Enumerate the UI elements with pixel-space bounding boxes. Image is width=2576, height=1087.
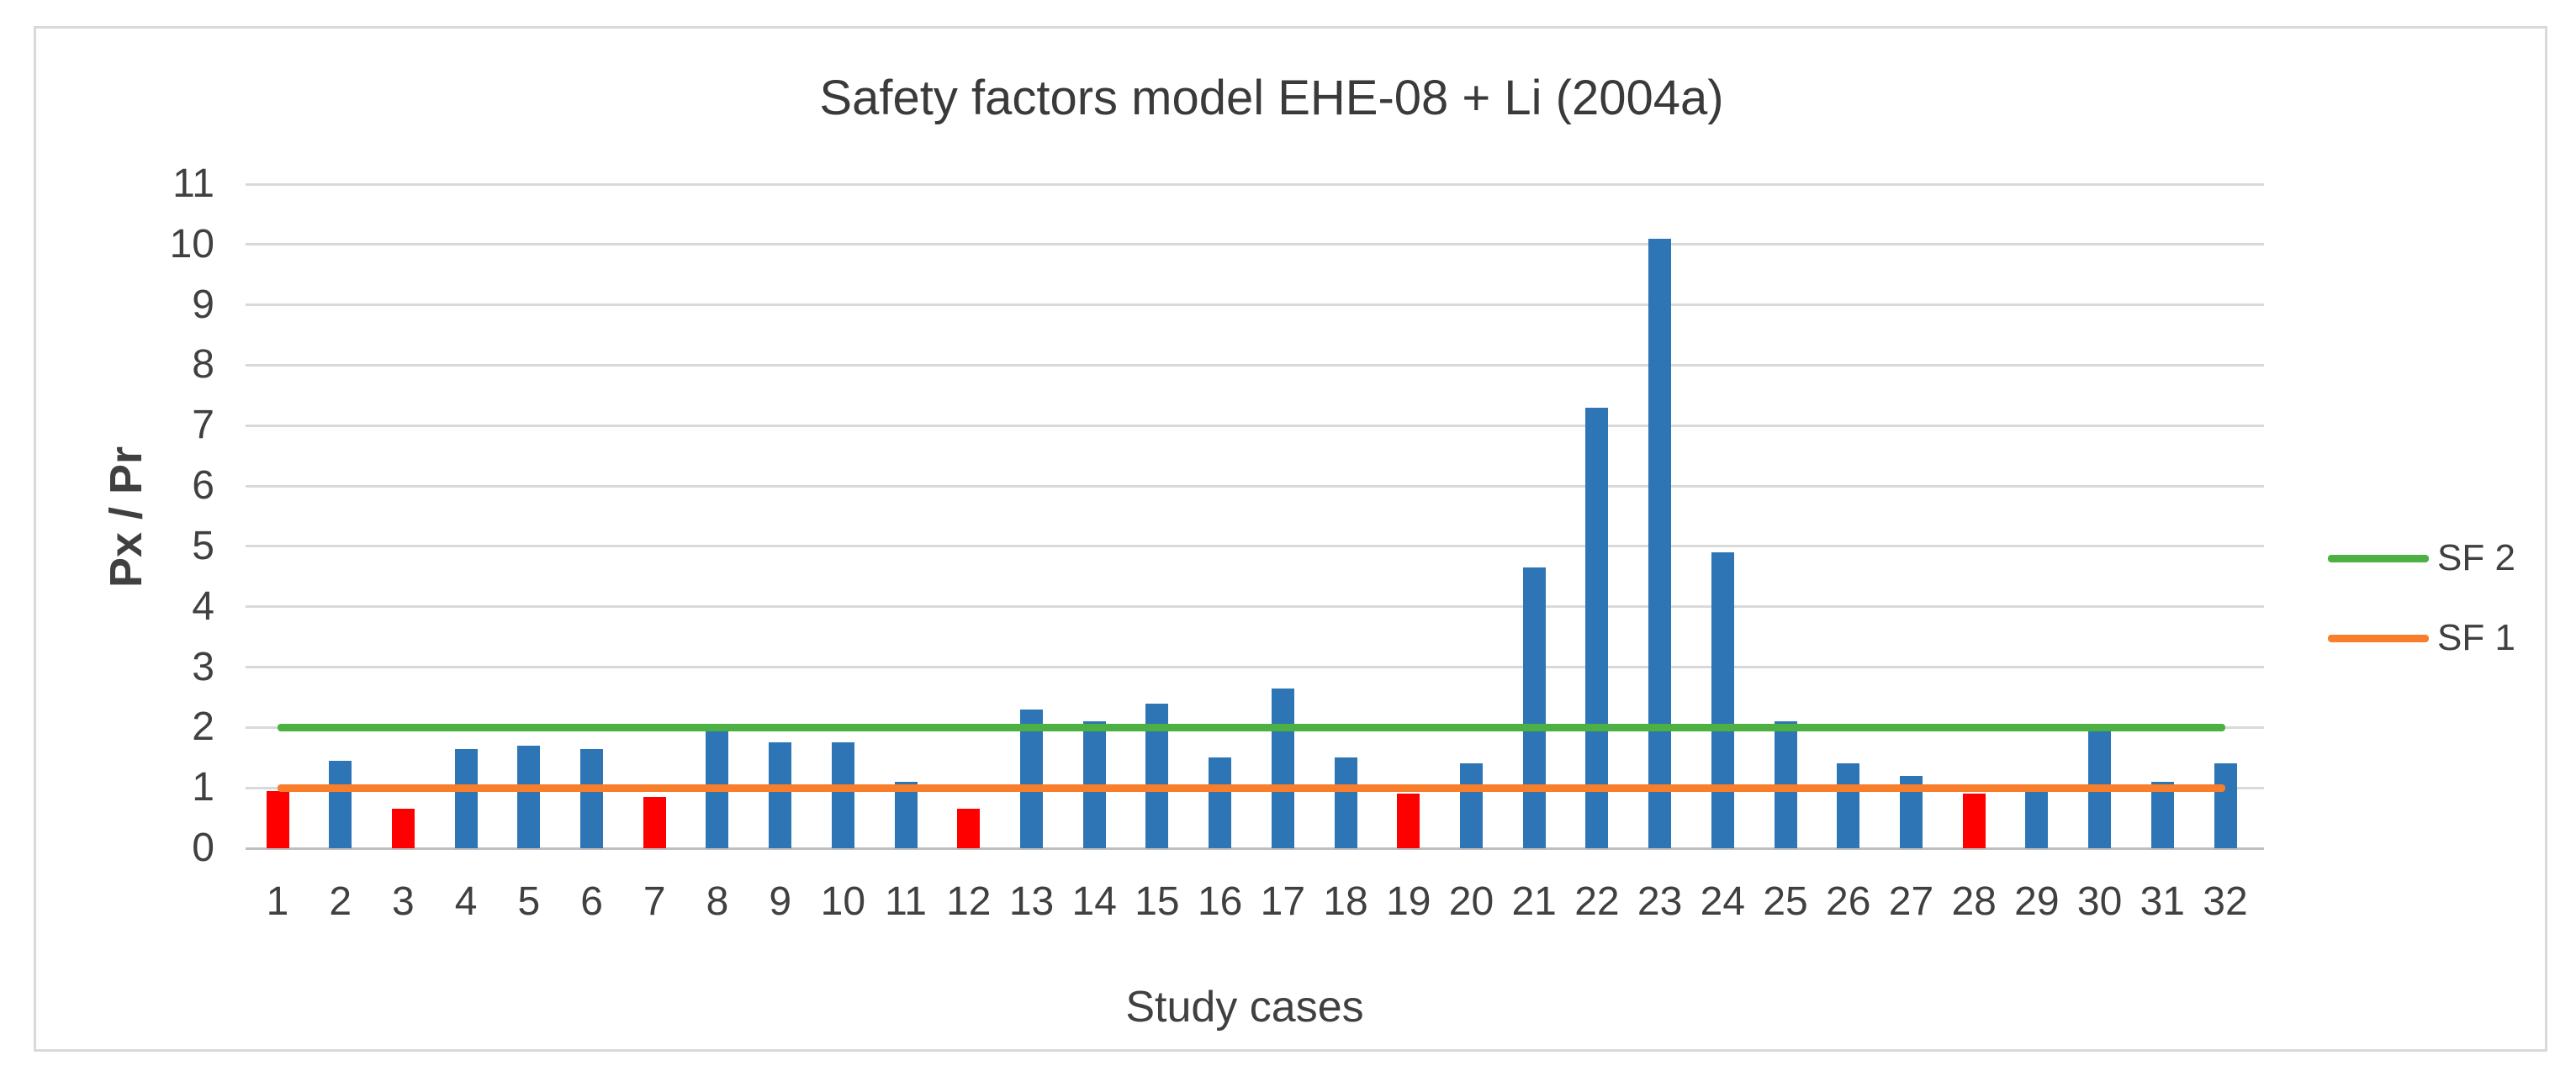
bar-case-28	[1962, 794, 1986, 848]
legend-label-sf1: SF 1	[2437, 617, 2515, 658]
bar-case-23	[1648, 238, 1672, 848]
x-tick-label: 18	[1323, 879, 1368, 924]
bar-case-6	[580, 748, 604, 848]
bar-case-18	[1334, 757, 1357, 848]
x-tick-label: 5	[517, 879, 541, 924]
bar-case-3	[391, 809, 415, 848]
y-tick-label: 10	[169, 221, 214, 266]
gridline-3	[246, 666, 2264, 669]
bar-case-4	[454, 748, 478, 848]
gridline-5	[246, 545, 2264, 548]
gridline-7	[246, 424, 2264, 427]
gridline-4	[246, 605, 2264, 609]
legend-label-sf2: SF 2	[2437, 537, 2515, 578]
bar-case-31	[2150, 782, 2174, 848]
bar-case-7	[643, 796, 666, 848]
x-tick-label: 8	[706, 879, 729, 924]
x-tick-label: 7	[643, 879, 666, 924]
gridline-11	[246, 182, 2264, 186]
y-tick-label: 0	[192, 826, 214, 870]
sf2-line	[278, 723, 2225, 731]
gridline-0	[246, 847, 2264, 850]
x-tick-label: 4	[454, 879, 478, 924]
bar-case-2	[329, 760, 352, 848]
bar-case-24	[1711, 552, 1734, 848]
y-tick-label: 7	[192, 403, 214, 448]
x-tick-label: 6	[580, 879, 603, 924]
x-tick-label: 15	[1135, 879, 1180, 924]
y-tick-label: 9	[192, 282, 214, 327]
bar-case-10	[831, 742, 854, 848]
x-tick-label: 26	[1826, 879, 1871, 924]
y-tick-label: 6	[192, 463, 214, 509]
y-tick-label: 1	[192, 765, 214, 810]
sf2-line-swatch	[2328, 555, 2429, 562]
bar-case-16	[1209, 757, 1232, 848]
chart-title: Safety factors model EHE-08 + Li (2004a)	[819, 71, 1724, 125]
x-tick-label: 9	[769, 879, 792, 924]
x-axis-title: Study cases	[1125, 983, 1364, 1032]
y-tick-label: 4	[192, 583, 214, 629]
x-tick-label: 29	[2014, 879, 2060, 924]
bar-case-5	[517, 745, 541, 848]
x-tick-label: 27	[1888, 879, 1934, 924]
bar-case-29	[2025, 790, 2049, 848]
x-tick-label: 21	[1511, 879, 1557, 924]
x-tick-label: 13	[1008, 879, 1055, 924]
x-tick-label: 25	[1763, 879, 1808, 924]
y-axis-title: Px / Pr	[101, 446, 151, 588]
y-tick-label: 3	[192, 644, 214, 689]
bar-case-17	[1271, 688, 1294, 848]
x-tick-label: 11	[885, 879, 927, 924]
y-tick-label: 11	[172, 161, 214, 206]
x-tick-label: 20	[1448, 879, 1494, 924]
bar-case-11	[894, 782, 918, 848]
x-tick-label: 30	[2076, 879, 2123, 924]
sf1-line-swatch	[2328, 635, 2429, 642]
gridline-8	[246, 363, 2264, 367]
gridline-10	[246, 243, 2264, 246]
bar-case-9	[769, 742, 792, 848]
x-tick-label: 12	[946, 879, 992, 924]
bar-case-1	[266, 790, 289, 848]
chart-border	[34, 26, 2547, 1052]
bar-case-13	[1020, 709, 1044, 848]
x-tick-label: 3	[392, 879, 415, 924]
bar-case-12	[957, 809, 981, 848]
gridline-6	[246, 484, 2264, 488]
bar-case-20	[1459, 763, 1483, 848]
x-tick-label: 31	[2140, 879, 2185, 924]
x-tick-label: 24	[1700, 879, 1746, 924]
sf1-line	[278, 784, 2225, 792]
bar-case-19	[1397, 794, 1420, 848]
x-tick-label: 17	[1260, 879, 1306, 924]
bar-case-32	[2214, 763, 2237, 848]
y-tick-label: 2	[192, 704, 214, 750]
bar-case-26	[1837, 763, 1860, 848]
x-tick-label: 14	[1071, 879, 1117, 924]
x-tick-label: 32	[2203, 879, 2248, 924]
x-tick-label: 28	[1951, 879, 1997, 924]
y-tick-label: 8	[192, 342, 214, 388]
x-tick-label: 10	[820, 879, 866, 924]
x-tick-label: 22	[1574, 879, 1620, 924]
bar-case-21	[1522, 567, 1546, 848]
x-tick-label: 2	[329, 879, 352, 924]
bar-case-22	[1585, 407, 1609, 848]
x-tick-label: 23	[1637, 879, 1683, 924]
x-tick-label: 1	[266, 879, 289, 924]
x-tick-label: 16	[1197, 879, 1243, 924]
y-tick-label: 5	[192, 523, 214, 568]
gridline-9	[246, 303, 2264, 307]
x-tick-label: 19	[1386, 879, 1431, 924]
